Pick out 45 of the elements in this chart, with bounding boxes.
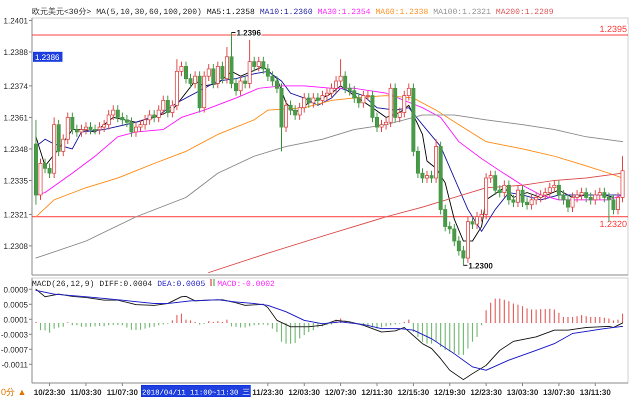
y-tick-label: 0.0005 (4, 300, 29, 310)
y-tick-label: 1.2321 (4, 210, 29, 220)
x-tick-label: 13/03:30 (506, 388, 539, 397)
x-tick-label: 12/11:30 (361, 388, 394, 397)
annotation: 1.2386 (35, 52, 60, 62)
text: MA30:1.2354 (318, 8, 371, 17)
x-tick-label: 11/03:30 (70, 388, 102, 397)
x-tick-label: 11/23:30 (252, 388, 284, 397)
y-tick-label: 1.2335 (4, 176, 29, 186)
y-tick-label: 1.2374 (4, 82, 29, 91)
y-tick-label: 1.2388 (4, 48, 29, 57)
text: MA10:1.2360 (260, 8, 313, 17)
chart-subtitle: MA(5,10,30,60,100,200) (96, 8, 202, 17)
ref-line-label: 1.2395 (599, 24, 627, 34)
x-tick-label: 12/03:30 (288, 388, 321, 397)
annotation: 1.2300 (468, 261, 494, 270)
x-tick-label: 13/11:30 (580, 388, 612, 397)
x-tick-label: 12/23:30 (470, 388, 502, 397)
text: MA60:1.2338 (375, 8, 428, 17)
text: 0分 ▲ (1, 387, 26, 397)
x-tick-label: 12/07:30 (324, 388, 357, 397)
annotation: 1.2396 (236, 28, 262, 38)
x-tick-label: 12/15:30 (398, 388, 430, 397)
y-tick-label: 0.0009 (4, 285, 29, 294)
y-tick-label: 0.0001 (4, 315, 29, 324)
ref-line-label: 1.2320 (599, 218, 627, 229)
chart-title: MACD(26,12,9) (32, 280, 94, 289)
text: MA100:1.2321 (433, 8, 492, 17)
y-tick-label: -0.0003 (0, 330, 29, 340)
series-label: DIFF:0.0004 (99, 280, 152, 289)
legend-label: MACD:-0.0002 (217, 280, 276, 289)
y-tick-label: 1.2308 (4, 242, 29, 251)
y-tick-label: 1.2348 (4, 144, 29, 154)
y-tick-label: -0.0007 (0, 345, 29, 354)
x-tick-label: 13/07:30 (543, 388, 576, 397)
x-tick-label: 12/19:30 (434, 388, 466, 397)
series-label: DEA:0.0005 (157, 280, 206, 289)
chart-title: 欧元美元<30分> (32, 7, 92, 17)
y-tick-label: -0.0011 (1, 360, 29, 370)
text: MA5:1.2358 (206, 8, 256, 17)
text: MA200:1.2289 (496, 8, 554, 17)
x-tick-label: 10/23:30 (34, 388, 66, 397)
y-tick-label: 1.2361 (4, 113, 29, 122)
y-tick-label: 1.2401 (4, 16, 29, 26)
x-tick-label: 11/07:30 (106, 388, 138, 397)
